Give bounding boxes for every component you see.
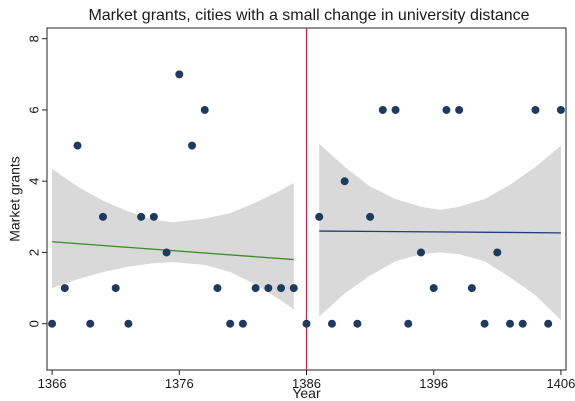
y-tick-label: 8 [26,35,41,42]
y-tick-label: 4 [26,178,41,185]
y-axis-label: Market grants [7,156,23,242]
data-point [315,212,324,221]
data-point [149,212,158,221]
data-point [98,212,107,221]
y-tick-label: 6 [26,106,41,113]
x-tick-label: 1376 [165,376,194,391]
data-point [378,105,387,114]
y-axis: 0 2 4 6 8 [26,35,47,327]
data-point [531,105,540,114]
data-point [213,284,222,293]
x-tick-label: 1386 [292,376,321,391]
data-point [404,319,413,328]
data-point [277,284,286,293]
data-point [162,248,171,257]
data-point [429,284,438,293]
data-point [188,141,197,150]
fit-line-right [319,230,561,234]
data-point [467,284,476,293]
data-point [111,284,120,293]
fit-line-left [52,241,294,261]
data-point [200,105,209,114]
data-point [506,319,515,328]
data-point [455,105,464,114]
data-point [238,319,247,328]
data-point [544,319,553,328]
data-point [518,319,527,328]
data-point [137,212,146,221]
chart-title: Market grants, cities with a small chang… [88,7,529,24]
data-point [480,319,489,328]
data-point [493,248,502,257]
x-tick-label: 1406 [546,376,575,391]
y-tick-label: 0 [26,320,41,327]
data-point [48,319,57,328]
y-tick-label: 2 [26,249,41,256]
data-point [264,284,273,293]
data-points [48,70,565,328]
x-tick-label: 1396 [419,376,448,391]
x-tick-label: 1366 [38,376,67,391]
x-axis-label: Year [292,385,321,401]
data-point [251,284,260,293]
data-point [302,319,311,328]
data-point [60,284,69,293]
data-point [86,319,95,328]
data-point [175,70,184,79]
data-point [442,105,451,114]
data-point [556,105,565,114]
data-point [391,105,400,114]
data-point [289,284,298,293]
data-point [353,319,362,328]
data-point [327,319,336,328]
data-point [226,319,235,328]
data-point [366,212,375,221]
data-point [340,177,349,186]
data-point [416,248,425,257]
data-point [124,319,133,328]
ci-band-left [52,168,294,310]
data-point [73,141,82,150]
fit-lines [52,230,561,261]
x-axis: 1366 1376 1386 1396 1406 [38,370,575,391]
